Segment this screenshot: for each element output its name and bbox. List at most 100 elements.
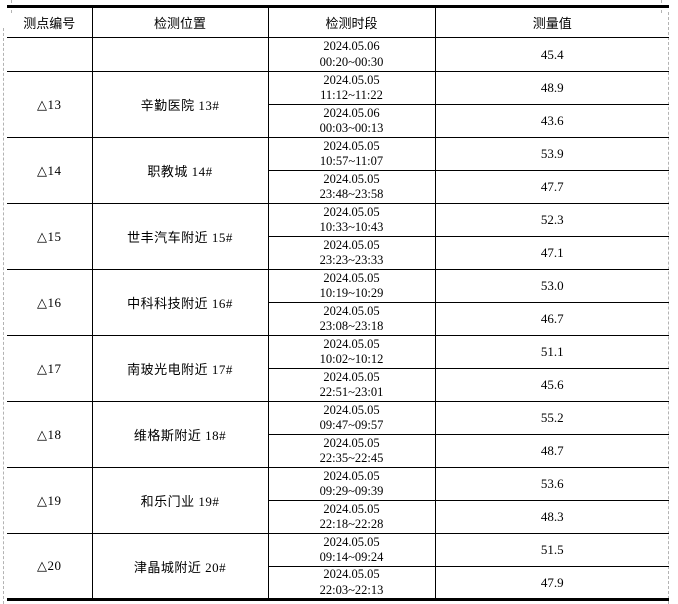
period-time: 22:18~22:28: [319, 517, 384, 531]
table-row: △18 维格斯附近 18# 2024.05.05 09:47~09:57 55.2: [7, 401, 669, 468]
period-date: 2024.05.05: [323, 336, 380, 351]
period-time: 10:19~10:29: [319, 286, 384, 300]
table-row: 2024.05.05 23:08~23:18 46.7: [7, 302, 669, 336]
table-row: 2024.05.05 23:23~23:33 47.1: [7, 236, 669, 270]
period-cell: 2024.05.05 11:12~11:22: [267, 71, 436, 105]
table-row: 2024.05.05 22:03~22:13 47.9: [7, 566, 669, 601]
period-cell: 2024.05.05 10:19~10:29: [267, 269, 436, 303]
period-time: 09:29~09:39: [319, 484, 384, 498]
value-cell: 45.4: [434, 37, 669, 72]
table-row: 2024.05.05 22:18~22:28 48.3: [7, 500, 669, 534]
period-cell: 2024.05.05 09:14~09:24: [267, 533, 436, 567]
period-date: 2024.05.05: [323, 72, 380, 87]
period-cell: 2024.05.05 10:33~10:43: [267, 203, 436, 237]
location-cell: 中科科技附近 16#: [91, 269, 269, 336]
table-row: △14 职教城 14# 2024.05.05 10:57~11:07 53.9: [7, 137, 669, 204]
value-cell: 47.9: [434, 566, 669, 601]
period-date: 2024.05.05: [323, 270, 380, 285]
table-row: △16 中科科技附近 16# 2024.05.05 10:19~10:29 53.0: [7, 269, 669, 336]
period-date: 2024.05.06: [323, 105, 380, 120]
period-cell: 2024.05.05 22:35~22:45: [267, 434, 436, 468]
value-cell: 45.6: [434, 368, 669, 402]
table-row: 2024.05.05 23:48~23:58 47.7: [7, 170, 669, 204]
value-cell: 46.7: [434, 302, 669, 336]
table-row: 2024.05.05 22:35~22:45 48.7: [7, 434, 669, 468]
period-time: 10:57~11:07: [319, 154, 384, 168]
point-cell: △13: [7, 71, 93, 138]
period-time: 09:47~09:57: [319, 418, 384, 432]
period-time: 10:02~10:12: [319, 352, 384, 366]
period-time: 10:33~10:43: [319, 220, 384, 234]
period-cell: 2024.05.05 23:08~23:18: [267, 302, 436, 336]
period-cell: 2024.05.06 00:03~00:13: [267, 104, 436, 138]
period-date: 2024.05.05: [323, 468, 380, 483]
value-cell: 48.7: [434, 434, 669, 468]
period-cell: 2024.05.06 00:20~00:30: [267, 37, 436, 72]
period-date: 2024.05.05: [323, 435, 380, 450]
header-period: 检测时段: [267, 6, 436, 38]
location-cell: 职教城 14#: [91, 137, 269, 204]
period-date: 2024.05.06: [323, 39, 380, 53]
point-cell: △17: [7, 335, 93, 402]
table-row: △19 和乐门业 19# 2024.05.05 09:29~09:39 53.6: [7, 467, 669, 534]
value-cell: 48.3: [434, 500, 669, 534]
location-cell: 和乐门业 19#: [91, 467, 269, 534]
period-date: 2024.05.05: [323, 171, 380, 186]
period-cell: 2024.05.05 10:02~10:12: [267, 335, 436, 369]
table-row: 2024.05.05 22:51~23:01 45.6: [7, 368, 669, 402]
period-time: 22:51~23:01: [319, 385, 384, 399]
table-row: △20 津晶城附近 20# 2024.05.05 09:14~09:24 51.5: [7, 533, 669, 601]
period-time: 00:20~00:30: [319, 54, 384, 69]
measurement-table: 测点编号 检测位置 检测时段 测量值 2024.05.06 00:20~00:30…: [7, 5, 669, 601]
period-cell: 2024.05.05 09:29~09:39: [267, 467, 436, 501]
table-row: △15 世丰汽车附近 15# 2024.05.05 10:33~10:43 52.3: [7, 203, 669, 270]
period-time: 23:23~23:33: [319, 253, 384, 267]
period-date: 2024.05.05: [323, 402, 380, 417]
period-date: 2024.05.05: [323, 138, 380, 153]
period-cell: 2024.05.05 23:23~23:33: [267, 236, 436, 270]
location-cell: 辛勤医院 13#: [91, 71, 269, 138]
table-row: 2024.05.06 00:03~00:13 43.6: [7, 104, 669, 138]
value-cell: 47.1: [434, 236, 669, 270]
period-time: 23:48~23:58: [319, 187, 384, 201]
value-cell: 48.9: [434, 71, 669, 105]
value-cell: 43.6: [434, 104, 669, 138]
value-cell: 51.5: [434, 533, 669, 567]
point-cell: △19: [7, 467, 93, 534]
point-cell: △14: [7, 137, 93, 204]
location-cell: 南玻光电附近 17#: [91, 335, 269, 402]
period-date: 2024.05.05: [323, 303, 380, 318]
point-cell: △20: [7, 533, 93, 601]
value-cell: 53.9: [434, 137, 669, 171]
table-row: △17 南玻光电附近 17# 2024.05.05 10:02~10:12 51.1: [7, 335, 669, 402]
header-value: 测量值: [434, 6, 669, 38]
period-date: 2024.05.05: [323, 369, 380, 384]
page-boundary-left-guide: [3, 28, 4, 604]
table-row: 2024.05.06 00:20~00:30 45.4: [7, 37, 669, 72]
header-location: 检测位置: [91, 6, 269, 38]
location-cell: 世丰汽车附近 15#: [91, 203, 269, 270]
period-date: 2024.05.05: [323, 534, 380, 549]
value-cell: 55.2: [434, 401, 669, 435]
period-date: 2024.05.05: [323, 567, 380, 582]
table-header-row: 测点编号 检测位置 检测时段 测量值: [7, 6, 669, 38]
point-cell: △18: [7, 401, 93, 468]
period-cell: 2024.05.05 10:57~11:07: [267, 137, 436, 171]
header-point-id: 测点编号: [7, 6, 93, 38]
point-cell: △16: [7, 269, 93, 336]
value-cell: 53.0: [434, 269, 669, 303]
period-time: 22:35~22:45: [319, 451, 384, 465]
period-date: 2024.05.05: [323, 237, 380, 252]
period-time: 11:12~11:22: [320, 88, 383, 102]
period-time: 00:03~00:13: [319, 121, 384, 135]
period-cell: 2024.05.05 09:47~09:57: [267, 401, 436, 435]
location-cell: [91, 37, 269, 72]
period-cell: 2024.05.05 22:18~22:28: [267, 500, 436, 534]
period-date: 2024.05.05: [323, 204, 380, 219]
value-cell: 51.1: [434, 335, 669, 369]
period-time: 22:03~22:13: [319, 582, 384, 597]
point-cell: △15: [7, 203, 93, 270]
period-time: 23:08~23:18: [319, 319, 384, 333]
period-cell: 2024.05.05 22:51~23:01: [267, 368, 436, 402]
table-row: △13 辛勤医院 13# 2024.05.05 11:12~11:22 48.9: [7, 71, 669, 138]
